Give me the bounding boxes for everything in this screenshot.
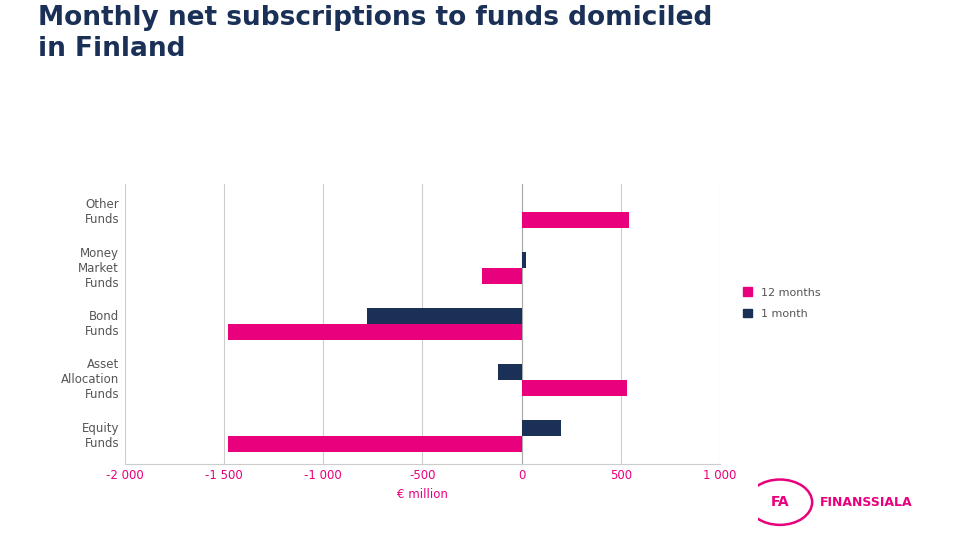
Bar bbox=[228, 436, 521, 451]
Bar bbox=[367, 308, 521, 324]
Text: FINANSSIALA: FINANSSIALA bbox=[820, 496, 912, 509]
Text: FA: FA bbox=[771, 495, 789, 509]
Bar bbox=[228, 324, 521, 340]
X-axis label: € million: € million bbox=[397, 488, 447, 501]
Bar bbox=[521, 252, 525, 268]
Legend: 12 months, 1 month: 12 months, 1 month bbox=[743, 287, 821, 319]
Bar bbox=[521, 212, 629, 228]
Bar bbox=[482, 268, 521, 284]
Bar bbox=[521, 420, 562, 436]
Text: Monthly net subscriptions to funds domiciled
in Finland: Monthly net subscriptions to funds domic… bbox=[38, 5, 712, 63]
Bar bbox=[521, 380, 627, 396]
Bar bbox=[498, 364, 521, 380]
